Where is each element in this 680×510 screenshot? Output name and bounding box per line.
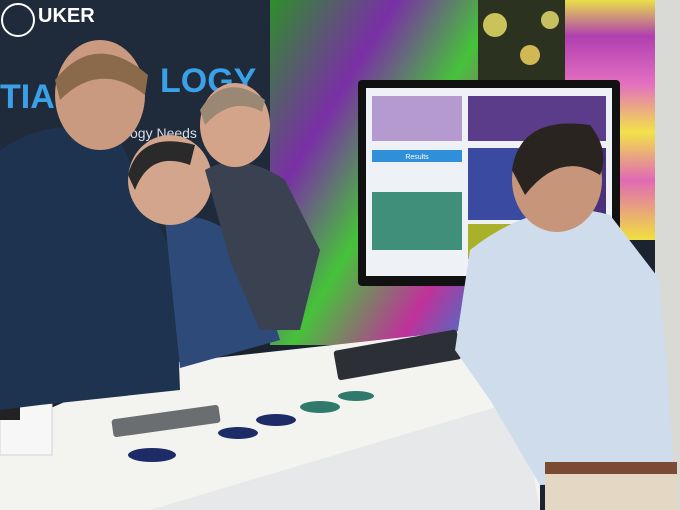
badge <box>300 401 340 413</box>
cell <box>483 13 507 37</box>
screen-image <box>372 192 462 250</box>
cell <box>541 11 559 29</box>
screen-heading-bar <box>372 150 462 162</box>
keyboard <box>333 329 462 381</box>
counter-front <box>150 400 540 510</box>
badge <box>338 391 374 401</box>
person-left-hair <box>55 53 148 100</box>
screen-image <box>372 96 462 141</box>
brand: UKER <box>38 5 95 27</box>
badge <box>128 448 176 462</box>
cell <box>520 45 540 65</box>
badge <box>256 414 296 426</box>
screen-heading: Results <box>405 154 429 161</box>
person-right-belt <box>545 462 677 474</box>
badge <box>218 427 258 439</box>
logo <box>1 3 35 37</box>
person-right-shirt <box>455 209 675 485</box>
person-standing-hair <box>200 87 265 125</box>
person-standing-shirt <box>205 162 320 330</box>
phone <box>111 404 221 438</box>
person-middle-hair <box>128 141 195 190</box>
person-middle-shirt <box>165 216 280 368</box>
person-right-hair <box>512 123 604 195</box>
